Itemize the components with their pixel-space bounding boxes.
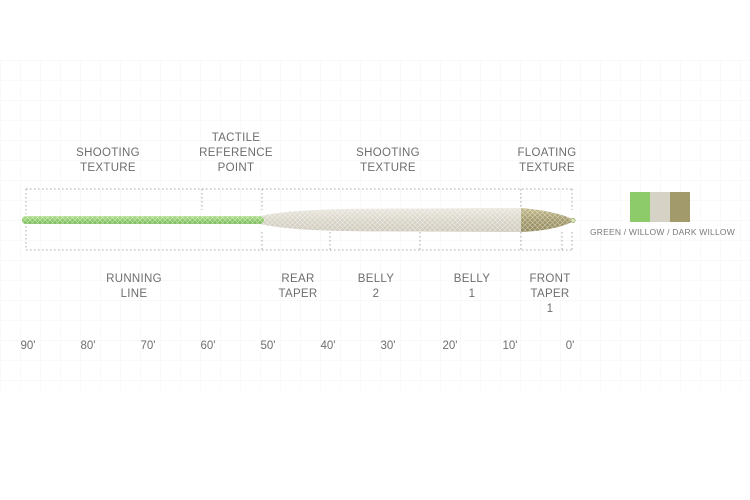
axis-tick: 80'	[80, 340, 96, 352]
swatch-willow	[650, 192, 670, 222]
label-belly-1: BELLY 1	[453, 273, 491, 300]
swatch-green	[630, 192, 650, 222]
axis-tick: 50'	[260, 340, 276, 352]
axis-tick: 30'	[380, 340, 396, 352]
bottom-bracket	[25, 226, 573, 251]
front-taper-texture	[521, 208, 575, 232]
swatch-dark-willow	[670, 192, 690, 222]
line-body-texture	[258, 208, 521, 232]
label-rear-taper: REAR TAPER	[278, 273, 318, 300]
label-shooting-texture-left: SHOOTING TEXTURE	[76, 147, 140, 174]
label-shooting-texture-right: SHOOTING TEXTURE	[356, 147, 420, 174]
axis-tick: 20'	[442, 340, 458, 352]
axis-tick: 40'	[320, 340, 336, 352]
color-legend-label: GREEN / WILLOW / DARK WILLOW	[590, 227, 735, 237]
top-bracket	[25, 188, 573, 214]
axis-tick: 10'	[502, 340, 518, 352]
axis-tick: 0'	[565, 340, 575, 352]
line-tip-loop	[570, 218, 576, 224]
running-line-texture	[22, 216, 264, 224]
axis-tick: 70'	[140, 340, 156, 352]
label-belly-2: BELLY 2	[357, 273, 395, 300]
axis-tick: 90'	[20, 340, 36, 352]
label-floating-texture: FLOATING TEXTURE	[517, 147, 577, 174]
axis-tick: 60'	[200, 340, 216, 352]
label-tactile-reference-point: TACTILE REFERENCE POINT	[199, 132, 273, 174]
label-front-taper-1: FRONT TAPER 1	[529, 273, 571, 315]
label-running-line: RUNNING LINE	[106, 273, 162, 300]
